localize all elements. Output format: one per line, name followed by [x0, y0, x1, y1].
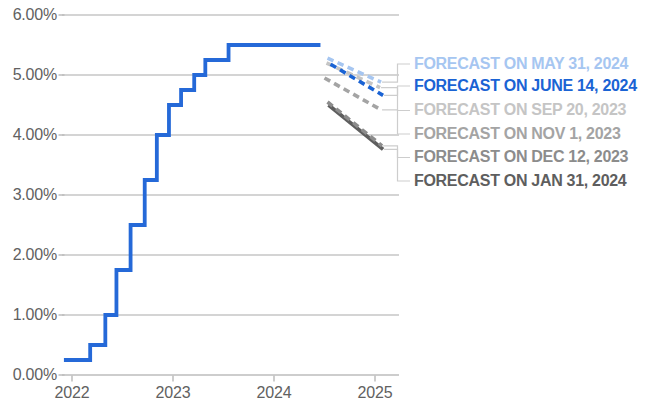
- legend-connector: [383, 146, 410, 158]
- y-tick-label: 6.00%: [0, 5, 57, 25]
- y-tick-label: 1.00%: [0, 305, 57, 325]
- y-tick-label: 3.00%: [0, 185, 57, 205]
- x-tick-label: 2022: [42, 384, 102, 404]
- y-tick-label: 5.00%: [0, 65, 57, 85]
- legend-connector: [382, 64, 410, 82]
- x-tick-label: 2024: [244, 384, 304, 404]
- x-tick-label: 2023: [143, 384, 203, 404]
- legend-label-forecast-may-31-2024: FORECAST ON MAY 31, 2024: [414, 54, 628, 74]
- main-rate-line: [64, 45, 321, 360]
- y-tick-label: 4.00%: [0, 125, 57, 145]
- legend-connector: [384, 149, 410, 181]
- y-tick-label: 0.00%: [0, 365, 57, 385]
- legend-label-forecast-sep-20-2023: FORECAST ON SEP 20, 2023: [414, 100, 626, 120]
- legend-label-forecast-june-14-2024: FORECAST ON JUNE 14, 2024: [414, 76, 637, 96]
- legend-label-forecast-dec-12-2023: FORECAST ON DEC 12, 2023: [414, 147, 628, 167]
- legend-label-forecast-nov-1-2023: FORECAST ON NOV 1, 2023: [414, 124, 621, 144]
- legend-connector: [381, 88, 410, 111]
- x-tick-label: 2025: [345, 384, 405, 404]
- legend-label-forecast-jan-31-2024: FORECAST ON JAN 31, 2024: [414, 171, 626, 191]
- legend-connector: [382, 110, 410, 134]
- fed-funds-rate-chart: 6.00% 5.00% 4.00% 3.00% 2.00% 1.00% 0.00…: [0, 0, 658, 414]
- y-tick-label: 2.00%: [0, 245, 57, 265]
